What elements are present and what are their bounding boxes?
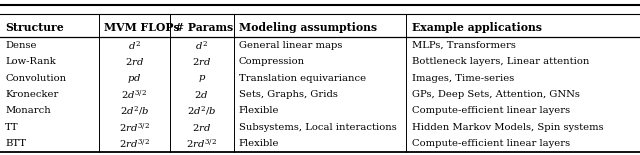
Text: $2d$: $2d$ [195, 89, 209, 100]
Text: $d^2$: $d^2$ [128, 39, 141, 52]
Text: $2d^2/b$: $2d^2/b$ [187, 105, 216, 117]
Text: Flexible: Flexible [239, 139, 279, 148]
Text: Subsystems, Local interactions: Subsystems, Local interactions [239, 123, 396, 132]
Text: GPs, Deep Sets, Attention, GNNs: GPs, Deep Sets, Attention, GNNs [412, 90, 579, 99]
Text: $pd$: $pd$ [127, 72, 141, 85]
Text: Translation equivariance: Translation equivariance [239, 74, 366, 83]
Text: Flexible: Flexible [239, 106, 279, 115]
Text: $2rd$: $2rd$ [125, 56, 144, 67]
Text: Compute-efficient linear layers: Compute-efficient linear layers [412, 106, 570, 115]
Text: Dense: Dense [5, 41, 36, 50]
Text: $2rd^{3/2}$: $2rd^{3/2}$ [186, 137, 217, 150]
Text: Hidden Markov Models, Spin systems: Hidden Markov Models, Spin systems [412, 123, 603, 132]
Text: MLPs, Transformers: MLPs, Transformers [412, 41, 515, 50]
Text: $2d^2/b$: $2d^2/b$ [120, 105, 149, 117]
Text: Compute-efficient linear layers: Compute-efficient linear layers [412, 139, 570, 148]
Text: Kronecker: Kronecker [5, 90, 58, 99]
Text: Structure: Structure [5, 22, 64, 33]
Text: Images, Time-series: Images, Time-series [412, 74, 514, 83]
Text: Sets, Graphs, Grids: Sets, Graphs, Grids [239, 90, 337, 99]
Text: $p$: $p$ [198, 73, 205, 84]
Text: TT: TT [5, 123, 19, 132]
Text: Example applications: Example applications [412, 22, 541, 33]
Text: BTT: BTT [5, 139, 26, 148]
Text: Convolution: Convolution [5, 74, 67, 83]
Text: General linear maps: General linear maps [239, 41, 342, 50]
Text: Low-Rank: Low-Rank [5, 57, 56, 66]
Text: # Params: # Params [175, 22, 233, 33]
Text: $2rd$: $2rd$ [192, 56, 211, 67]
Text: MVM FLOPs: MVM FLOPs [104, 22, 180, 33]
Text: Compression: Compression [239, 57, 305, 66]
Text: $2rd$: $2rd$ [192, 122, 211, 133]
Text: $d^2$: $d^2$ [195, 39, 208, 52]
Text: $2rd^{3/2}$: $2rd^{3/2}$ [119, 121, 150, 134]
Text: Monarch: Monarch [5, 106, 51, 115]
Text: Bottleneck layers, Linear attention: Bottleneck layers, Linear attention [412, 57, 589, 66]
Text: Modeling assumptions: Modeling assumptions [239, 22, 377, 33]
Text: $2rd^{3/2}$: $2rd^{3/2}$ [119, 137, 150, 150]
Text: $2d^{3/2}$: $2d^{3/2}$ [122, 88, 147, 101]
